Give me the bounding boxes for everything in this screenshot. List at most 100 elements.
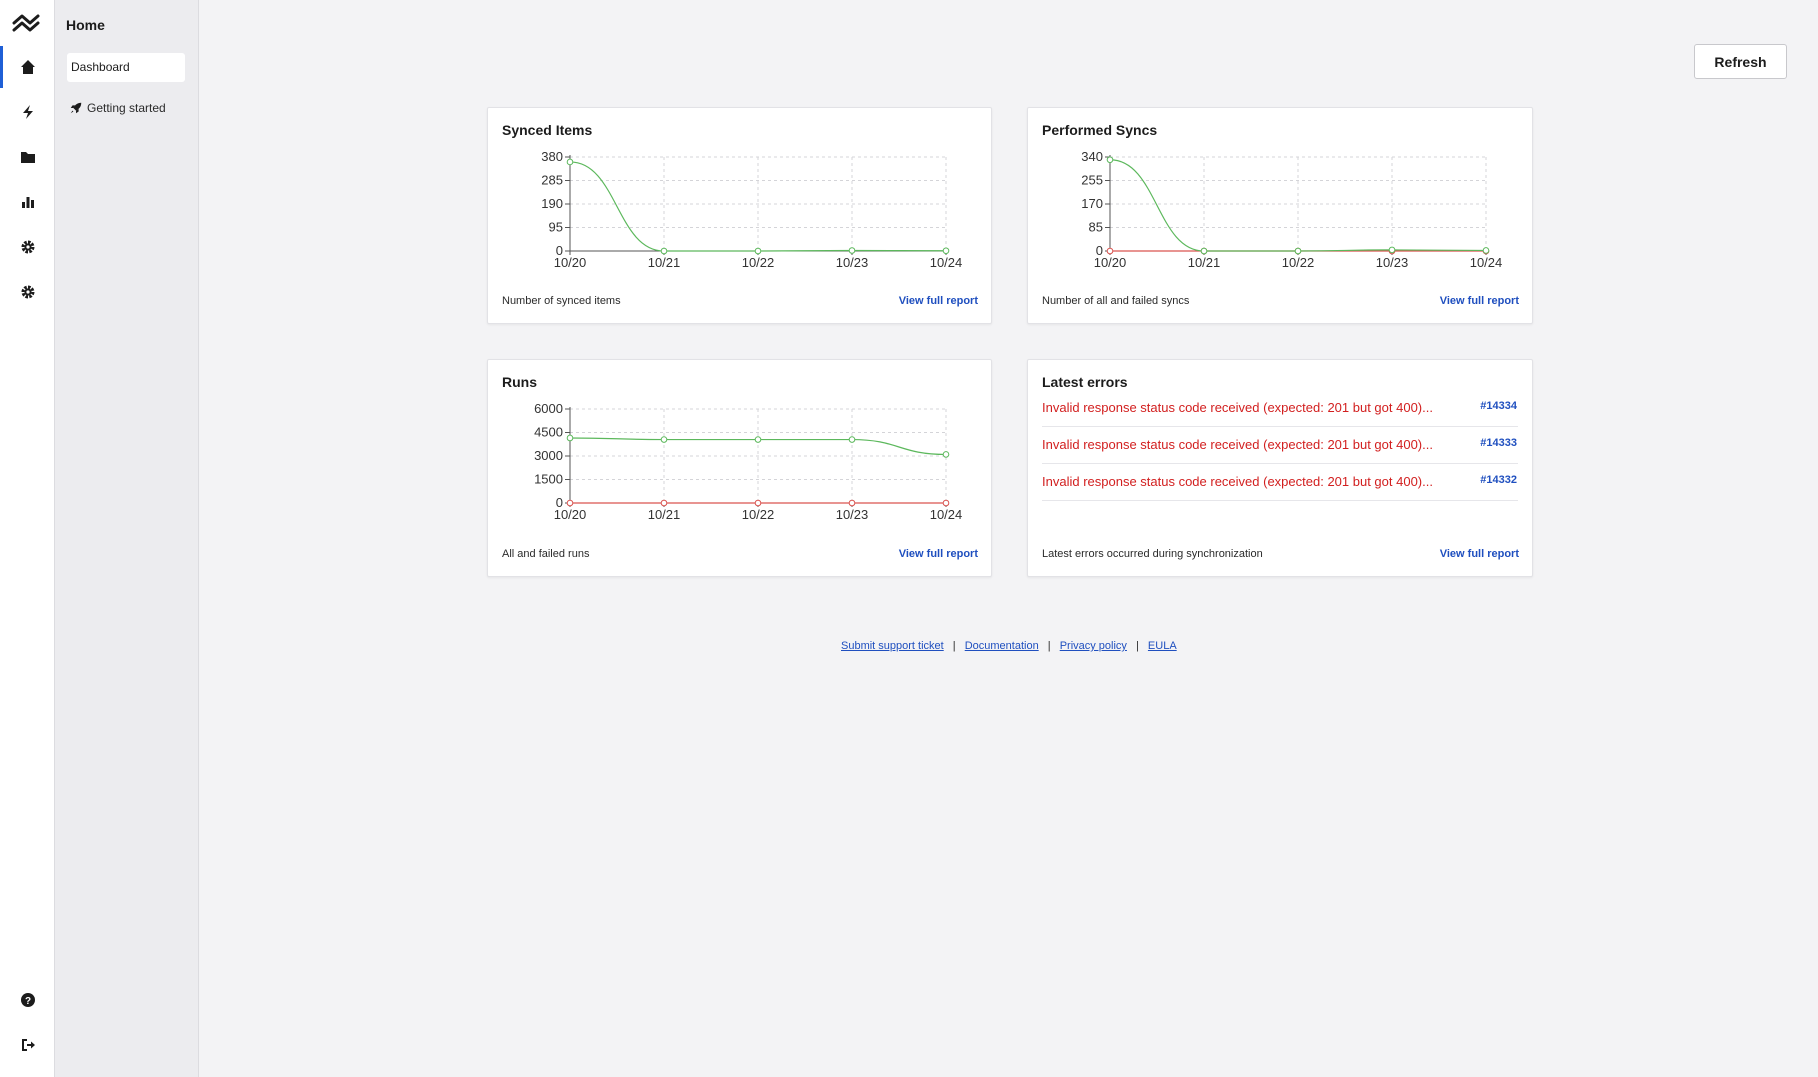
y-tick-label: 3000 — [534, 448, 563, 463]
rail-home[interactable] — [0, 46, 55, 88]
sub-sidebar: Home Dashboard Getting started — [55, 0, 199, 1077]
data-point — [942, 247, 950, 255]
card-description: Number of synced items — [502, 295, 621, 307]
view-full-report-link[interactable]: View full report — [898, 548, 978, 560]
y-tick-label: 85 — [1089, 220, 1103, 235]
rail-files[interactable] — [0, 136, 55, 178]
y-tick-label: 0 — [556, 243, 563, 258]
footer-separator: | — [952, 640, 956, 652]
nav-item-dashboard[interactable]: Dashboard — [67, 53, 185, 82]
nav-item-getting-started[interactable]: Getting started — [69, 101, 166, 115]
runs-chart: 6000 4500 3000 1500 010/20 10/21 10/22 10/23 10/… — [534, 401, 963, 520]
y-tick-label: 0 — [1096, 243, 1103, 258]
x-tick-label: 10/24 — [930, 507, 963, 520]
view-full-report-link[interactable]: View full report — [1439, 548, 1519, 560]
data-point — [566, 434, 574, 442]
logout-icon — [21, 1039, 35, 1051]
rail-help[interactable]: ? — [0, 979, 55, 1021]
refresh-button[interactable]: Refresh — [1694, 44, 1787, 79]
rail-admin-settings[interactable] — [0, 271, 55, 313]
error-row: Invalid response status code received (e… — [1042, 427, 1518, 464]
data-point — [848, 247, 856, 254]
data-point — [566, 499, 574, 507]
error-message[interactable]: Invalid response status code received (e… — [1042, 437, 1433, 452]
rail-settings[interactable] — [0, 226, 55, 268]
documentation-link[interactable]: Documentation — [964, 640, 1039, 652]
data-point — [1482, 247, 1490, 254]
data-point — [848, 499, 856, 507]
synced-items-card: Synced Items 380 285 190 95 0 10/20 10/21 10/22… — [487, 107, 992, 324]
x-tick-label: 10/20 — [554, 255, 587, 268]
submit-support-ticket-link[interactable]: Submit support ticket — [841, 640, 944, 652]
data-point — [566, 158, 574, 166]
card-description: Number of all and failed syncs — [1042, 295, 1190, 307]
x-tick-label: 10/21 — [648, 255, 681, 268]
x-tick-label: 10/22 — [1282, 255, 1315, 268]
synced-items-chart: 380 285 190 95 010/20 10/21 10/22 10/23 10/24 — [541, 149, 962, 268]
data-point — [754, 247, 762, 255]
rail-integrations[interactable] — [0, 91, 55, 133]
latest-errors-card: Latest errors Invalid response status co… — [1027, 359, 1533, 577]
card-title: Performed Syncs — [1042, 122, 1158, 138]
error-id-link[interactable]: #14333 — [1480, 437, 1517, 449]
gear-icon — [21, 285, 34, 299]
error-row: Invalid response status code received (e… — [1042, 390, 1518, 427]
data-point — [1294, 247, 1302, 255]
page-footer: Submit support ticket | Documentation | … — [841, 640, 1177, 652]
y-tick-label: 380 — [541, 149, 563, 164]
data-point — [1200, 247, 1208, 255]
series-line — [569, 161, 947, 252]
rail-logout[interactable] — [0, 1024, 55, 1066]
data-point — [1106, 156, 1114, 164]
x-tick-label: 10/22 — [742, 507, 775, 520]
x-tick-label: 10/23 — [836, 507, 869, 520]
view-full-report-link[interactable]: View full report — [1439, 295, 1519, 307]
card-description: All and failed runs — [502, 548, 590, 560]
data-point — [942, 451, 950, 458]
y-tick-label: 95 — [549, 220, 563, 235]
runs-card: Runs 6000 4500 3000 1500 0 10/20 10/21 10/22 10/… — [487, 359, 992, 577]
data-point — [1106, 247, 1114, 255]
x-tick-label: 10/20 — [554, 507, 587, 520]
data-point — [660, 247, 668, 255]
icon-rail: ? — [0, 0, 55, 1077]
help-icon: ? — [20, 993, 35, 1007]
y-tick-label: 170 — [1081, 196, 1103, 211]
error-message[interactable]: Invalid response status code received (e… — [1042, 400, 1433, 415]
data-point — [942, 499, 950, 507]
data-point — [754, 436, 762, 443]
privacy-policy-link[interactable]: Privacy policy — [1059, 640, 1127, 652]
footer-separator: | — [1047, 640, 1051, 652]
x-tick-label: 10/24 — [1470, 255, 1503, 268]
bar-chart-icon — [21, 197, 34, 208]
rocket-icon — [70, 102, 82, 114]
card-title: Synced Items — [502, 122, 593, 138]
x-tick-label: 10/21 — [1188, 255, 1221, 268]
eula-link[interactable]: EULA — [1147, 640, 1177, 652]
x-tick-label: 10/22 — [742, 255, 775, 268]
y-tick-label: 0 — [556, 495, 563, 510]
error-id-link[interactable]: #14334 — [1480, 400, 1517, 412]
app-logo-icon[interactable] — [11, 12, 41, 34]
y-tick-label: 6000 — [534, 401, 563, 416]
data-point — [660, 499, 668, 507]
card-title: Runs — [502, 374, 537, 390]
rail-reports[interactable] — [0, 181, 55, 223]
card-description: Latest errors occurred during synchroniz… — [1042, 548, 1263, 560]
folder-icon — [20, 152, 35, 163]
error-row: Invalid response status code received (e… — [1042, 464, 1518, 501]
footer-separator: | — [1136, 640, 1139, 652]
nav-item-label: Getting started — [87, 101, 166, 115]
error-message[interactable]: Invalid response status code received (e… — [1042, 474, 1433, 489]
section-title: Home — [66, 17, 105, 33]
y-tick-label: 4500 — [534, 425, 563, 440]
data-point — [754, 499, 762, 507]
x-tick-label: 10/20 — [1094, 255, 1127, 268]
data-point — [1388, 246, 1396, 254]
x-tick-label: 10/23 — [1376, 255, 1409, 268]
performed-syncs-chart: 340 255 170 85 010/20 10/21 10/22 10/23 10/24 — [1081, 149, 1503, 268]
error-id-link[interactable]: #14332 — [1480, 474, 1517, 486]
series-line — [1109, 159, 1487, 252]
y-tick-label: 1500 — [534, 472, 563, 487]
view-full-report-link[interactable]: View full report — [898, 295, 978, 307]
